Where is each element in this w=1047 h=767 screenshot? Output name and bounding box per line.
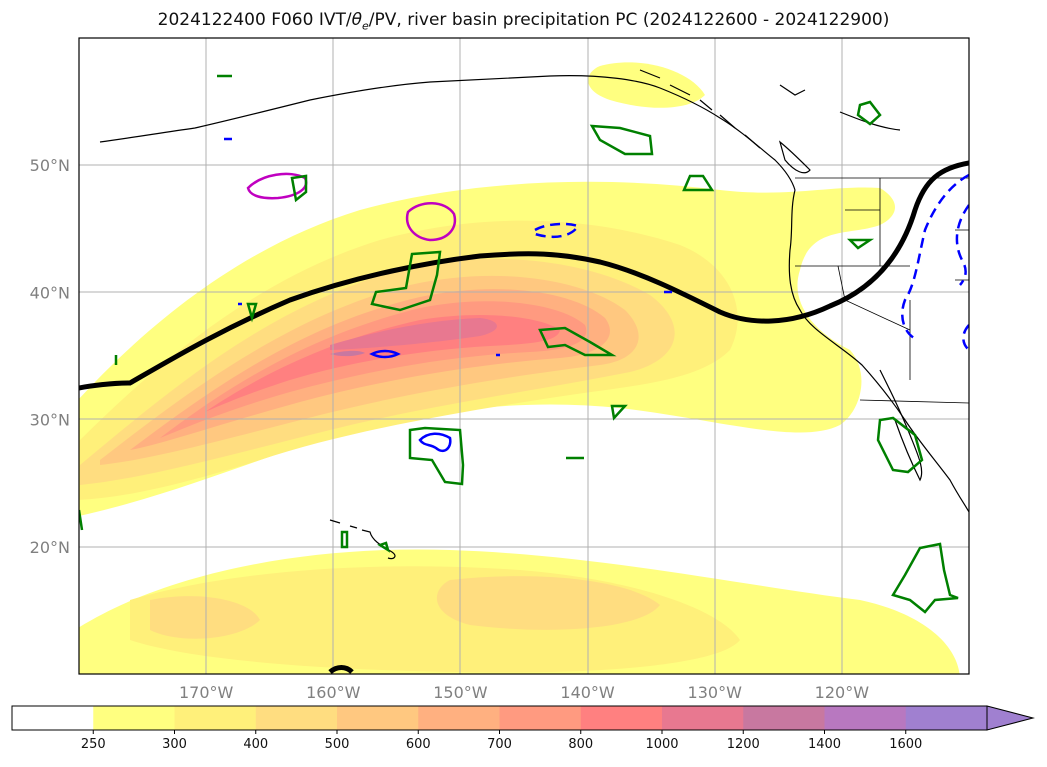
theta-e-contour	[79, 160, 969, 674]
precip-contour	[79, 74, 584, 531]
pv-contour-blue	[369, 349, 401, 359]
lat-tick-label: 40°N	[30, 283, 70, 302]
colorbar-tick-label: 1400	[808, 737, 841, 752]
precip-contour	[589, 124, 654, 156]
ivt-band-250	[588, 62, 705, 108]
colorbar-tick-label: 1200	[727, 737, 760, 752]
precip-contour	[891, 542, 959, 614]
pv-contour-blue	[224, 137, 672, 357]
colorbar-segment	[255, 706, 338, 730]
colorbar-segment	[337, 706, 419, 730]
colorbar-segment	[174, 706, 257, 730]
ivt-band-1000	[330, 318, 497, 350]
colorbar-tick-label: 300	[162, 737, 187, 752]
colorbar-tick-label: 500	[325, 737, 350, 752]
lon-tick-label: 160°W	[306, 683, 361, 702]
colorbar-extend-arrow	[986, 705, 1035, 731]
pv-contour-magenta	[246, 172, 308, 200]
precip-contour	[408, 426, 465, 486]
latitude-tick-labels: 50°N 40°N 30°N 20°N	[30, 156, 70, 557]
lon-tick-label: 150°W	[433, 683, 488, 702]
precip-contour	[610, 404, 628, 421]
precip-contour	[246, 302, 258, 323]
precip-contour	[370, 250, 442, 312]
colorbar-segment	[824, 706, 907, 730]
colorbar-segment	[580, 706, 663, 730]
lat-tick-label: 50°N	[30, 156, 70, 175]
lon-tick-label: 140°W	[560, 683, 615, 702]
theta-e-fragment	[328, 665, 354, 674]
pv-contour-blue-dashed	[962, 324, 969, 351]
theta-e-line	[79, 160, 969, 391]
ivt-band-1200	[330, 350, 365, 357]
lat-tick-label: 30°N	[30, 411, 70, 430]
lon-tick-label: 120°W	[815, 683, 870, 702]
lat-tick-label: 20°N	[30, 538, 70, 557]
colorbar	[11, 705, 1035, 731]
colorbar-tick-label: 1000	[645, 737, 678, 752]
lon-tick-label: 170°W	[179, 683, 234, 702]
colorbar-tick-label: 1600	[889, 737, 922, 752]
pv-contour-blue-dashed	[901, 173, 969, 342]
colorbar-segment	[905, 706, 988, 730]
lon-tick-label: 130°W	[688, 683, 743, 702]
precip-contour	[876, 416, 924, 474]
colorbar-tick-label: 250	[81, 737, 106, 752]
colorbar-tick-label: 700	[487, 737, 512, 752]
colorbar-tick-label: 800	[568, 737, 593, 752]
map-gridlines	[79, 38, 969, 674]
colorbar-segment	[12, 706, 94, 730]
precip-contour	[290, 174, 308, 203]
pv-contour-blue-dashed	[955, 204, 969, 286]
alaska-islands	[639, 69, 761, 149]
ivt-band-400	[150, 596, 260, 639]
precip-pc-contours	[79, 74, 959, 614]
pv-contour-blue	[418, 432, 452, 453]
longitude-tick-labels: 170°W 160°W 150°W 140°W 130°W 120°W	[179, 683, 869, 702]
colorbar-segment	[93, 706, 175, 730]
ivt-band-400	[436, 576, 660, 630]
precip-contour	[340, 530, 349, 549]
colorbar-tick-label: 400	[243, 737, 268, 752]
precip-contour	[856, 100, 882, 126]
colorbar-tick-labels: 250 300 400 500 600 700 800 1000 1200 1400 1600	[81, 730, 922, 752]
precip-contour	[846, 238, 875, 250]
map-title: 2024122400 F060 IVT/θe/PV, river basin p…	[157, 10, 890, 33]
colorbar-segment	[418, 706, 500, 730]
ivt-band-800	[205, 315, 560, 412]
hawaii-islands	[329, 519, 396, 560]
pv-contours	[224, 137, 969, 453]
colorbar-segment	[743, 706, 825, 730]
pv-contour-magenta	[405, 202, 457, 242]
colorbar-tick-label: 600	[406, 737, 431, 752]
precip-contour	[377, 541, 391, 553]
colorbar-segment	[662, 706, 744, 730]
vancouver-island	[778, 140, 811, 174]
colorbar-segment	[499, 706, 582, 730]
map-frame	[78, 37, 970, 675]
precip-contour	[682, 174, 715, 192]
north-america-coast	[788, 189, 969, 513]
precip-contour	[538, 326, 617, 357]
